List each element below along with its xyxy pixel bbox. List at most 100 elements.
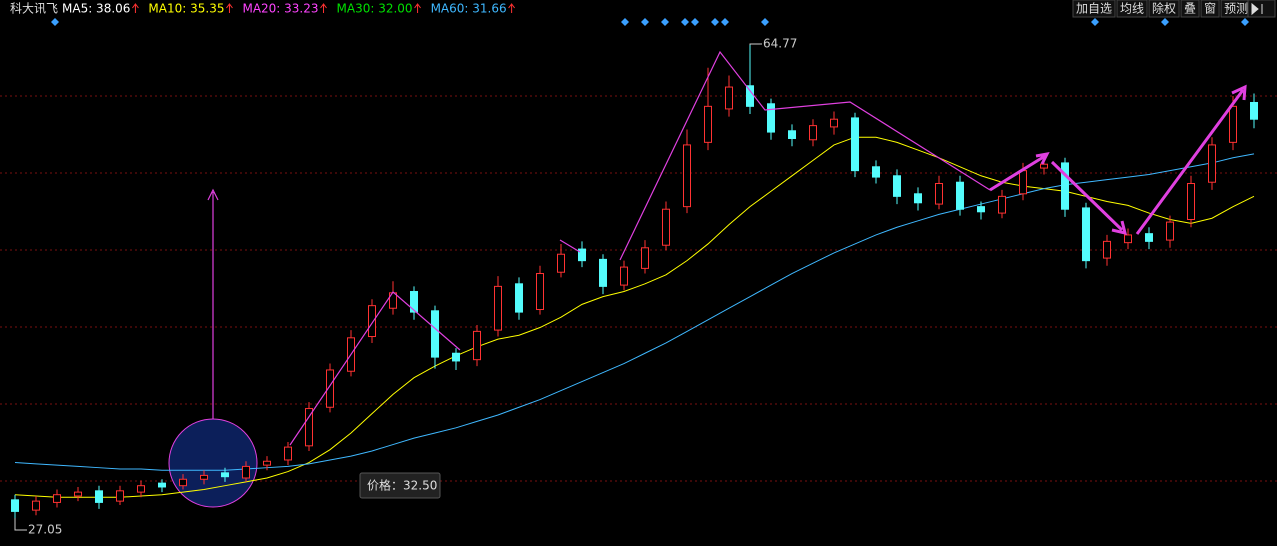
button-label: 预测 xyxy=(1224,2,1248,16)
candle-body xyxy=(1187,183,1195,221)
candle-body xyxy=(200,474,208,480)
candle-body xyxy=(1229,105,1237,143)
candle-body xyxy=(746,85,754,107)
ma-line xyxy=(14,153,1255,471)
candle-body xyxy=(1061,162,1069,210)
button-label: 叠 xyxy=(1184,2,1196,16)
candle-body xyxy=(641,247,649,269)
candle-body xyxy=(515,283,523,313)
candle-body xyxy=(599,258,607,287)
candle-body xyxy=(11,499,19,512)
max-label: 64.77 xyxy=(763,37,797,51)
candle-body xyxy=(536,273,544,311)
tooltip-box xyxy=(359,472,441,499)
trend-line xyxy=(289,50,991,446)
tooltip: 价格：32.50 xyxy=(359,472,441,499)
candle-body xyxy=(767,103,775,133)
candle-body xyxy=(1103,240,1111,259)
candle-body xyxy=(410,291,418,313)
stock-name: 科大讯飞 xyxy=(10,2,58,16)
candle-body xyxy=(1040,163,1048,169)
candle-body xyxy=(74,491,82,497)
toolbar-button[interactable]: 除权 xyxy=(1148,0,1180,18)
candle-body xyxy=(830,118,838,128)
up-arrow xyxy=(226,3,233,13)
arrow xyxy=(1135,84,1247,235)
max-pointer xyxy=(749,43,762,46)
candle-body xyxy=(158,482,166,488)
candle-body xyxy=(578,248,586,262)
min-label: 27.05 xyxy=(28,523,62,537)
candle-body xyxy=(935,183,943,205)
candle-body xyxy=(1166,221,1174,241)
toolbar-button[interactable]: 叠 xyxy=(1180,0,1200,18)
candle-body xyxy=(116,490,124,502)
up-arrow xyxy=(508,3,516,13)
candle-body xyxy=(284,446,292,461)
tooltip-text: 价格：32.50 xyxy=(367,478,437,493)
candle-body xyxy=(725,86,733,110)
candle-body xyxy=(704,105,712,143)
plot: 64.77 27.05 xyxy=(11,37,1258,537)
header-bar xyxy=(0,0,1277,17)
candle-body xyxy=(137,485,145,493)
candle-body xyxy=(221,472,229,478)
button-label: 均线 xyxy=(1120,2,1144,16)
button-label: 加自选 xyxy=(1076,2,1112,16)
ma-line xyxy=(14,136,1255,498)
candle-body xyxy=(1124,234,1132,244)
candle-body xyxy=(914,193,922,204)
toolbar-button[interactable]: 预测 xyxy=(1220,0,1252,18)
candle-body xyxy=(95,490,103,503)
button-frame xyxy=(1180,0,1200,18)
button-frame xyxy=(1072,0,1116,18)
exit-icon xyxy=(1251,2,1263,16)
toolbar-button[interactable]: 窗 xyxy=(1200,0,1220,18)
candle-body xyxy=(494,285,502,331)
candle-body xyxy=(1250,101,1258,120)
candle-body xyxy=(977,206,985,213)
candle-body xyxy=(305,408,313,447)
arrow xyxy=(989,151,1050,192)
candle-body xyxy=(662,208,670,246)
toolbar: 加自选 均线 除权叠窗预测 xyxy=(1072,0,1276,18)
candle-body xyxy=(620,266,628,286)
candle-body xyxy=(1082,207,1090,262)
indicator: MA5: 38.06 xyxy=(62,2,130,16)
candle-body xyxy=(473,330,481,361)
toolbar-button[interactable]: 均线 xyxy=(1116,0,1148,18)
toolbar-button[interactable]: 加自选 xyxy=(1072,0,1116,18)
candle-body xyxy=(998,195,1006,214)
candle-body xyxy=(872,166,880,178)
candle-body xyxy=(851,117,859,172)
indicator: MA10: 35.35 xyxy=(148,2,224,16)
up-arrow xyxy=(320,3,327,13)
candle-body xyxy=(263,460,271,466)
candle-body xyxy=(368,305,376,338)
candle-body xyxy=(788,130,796,139)
candle-body xyxy=(179,478,187,487)
candle-body xyxy=(893,175,901,197)
indicator: MA20: 33.23 xyxy=(242,2,318,16)
button-frame xyxy=(1116,0,1148,18)
arrow xyxy=(207,188,219,419)
candle-body xyxy=(956,181,964,210)
candle-body xyxy=(557,253,565,273)
candle-body xyxy=(809,125,817,141)
candle-body xyxy=(326,369,334,408)
candle-body xyxy=(1208,144,1216,183)
button-frame xyxy=(1200,0,1220,18)
candle-body xyxy=(1019,170,1027,195)
button-frame xyxy=(1148,0,1180,18)
candle-body xyxy=(431,310,439,358)
highlight-circle xyxy=(168,418,258,508)
up-arrow xyxy=(414,3,421,13)
candle-body xyxy=(1145,233,1153,242)
button-label: 窗 xyxy=(1204,2,1216,16)
annotation-arrows xyxy=(207,50,1247,446)
indicator: MA60: 31.66 xyxy=(431,2,507,16)
header: 科大讯飞 MA5: 38.06 MA10: 35.35 MA20: 33.23 MA3… xyxy=(0,0,1277,18)
candle-body xyxy=(242,465,250,479)
